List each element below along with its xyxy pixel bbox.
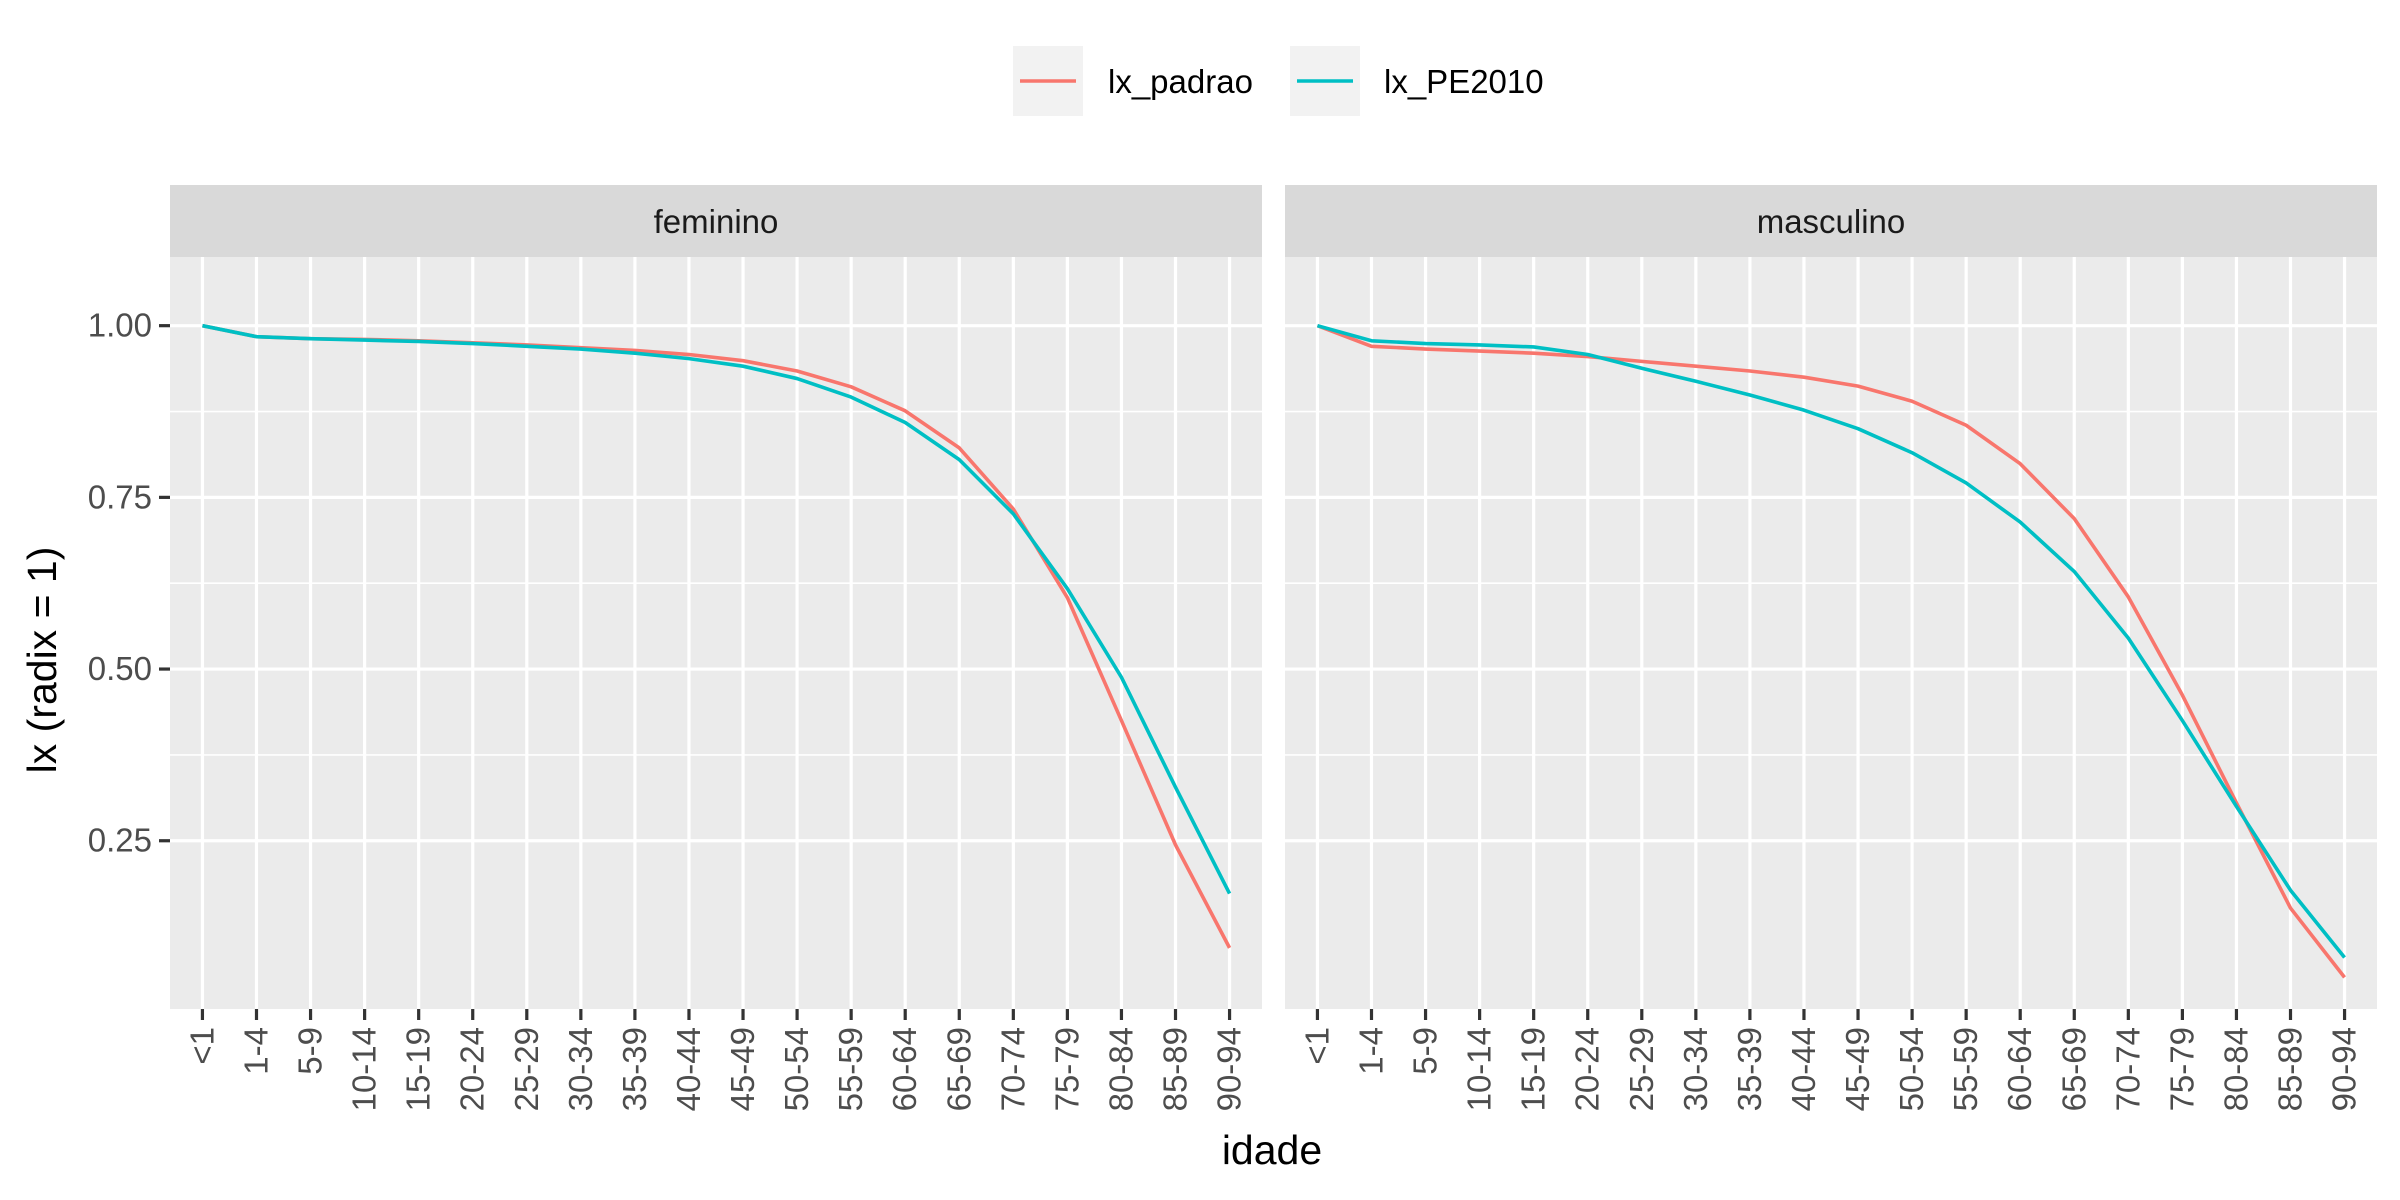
x-tick-label: 85-89 — [2272, 1027, 2309, 1111]
x-tick-label: 60-64 — [886, 1027, 923, 1111]
panel-strip — [170, 185, 1262, 257]
x-tick-label: 55-59 — [832, 1027, 869, 1111]
x-tick-label: 75-79 — [1048, 1027, 1085, 1111]
x-tick-label: 55-59 — [1947, 1027, 1984, 1111]
x-tick-label: 40-44 — [1785, 1027, 1822, 1111]
y-axis-title: lx (radix = 1) — [19, 547, 65, 774]
y-tick-label: 0.50 — [88, 650, 152, 687]
series-line-lx_PE2010 — [202, 323, 1232, 895]
series-line-lx_PE2010 — [1316, 323, 2346, 959]
x-tick-label: 15-19 — [400, 1027, 437, 1111]
y-tick-label: 1.00 — [88, 307, 152, 344]
y-tick-label: 0.75 — [88, 478, 152, 515]
panels: feminino <1 1-4 5-9 10-14 15-19 20-24 25-29 30-3… — [170, 185, 2377, 1111]
x-tick-label: 30-34 — [562, 1027, 599, 1111]
x-tick-label: 80-84 — [1102, 1027, 1139, 1111]
x-tick-label: 20-24 — [454, 1027, 491, 1111]
x-tick-label: 65-69 — [940, 1027, 977, 1111]
x-tick-label: 80-84 — [2217, 1027, 2254, 1111]
x-tick-label: 50-54 — [1893, 1027, 1930, 1111]
x-tick-label: 60-64 — [2001, 1027, 2038, 1111]
x-tick-label: 40-44 — [670, 1027, 707, 1111]
x-tick-label: 10-14 — [346, 1027, 383, 1111]
x-tick-label: 65-69 — [2055, 1027, 2092, 1111]
x-tick-label: 1-4 — [237, 1027, 274, 1075]
x-tick-label: <1 — [183, 1027, 220, 1065]
legend-label: lx_padrao — [1108, 63, 1253, 100]
x-tick-label: 45-49 — [724, 1027, 761, 1111]
y-tick-label: 0.25 — [88, 822, 152, 859]
x-tick-label: 45-49 — [1839, 1027, 1876, 1111]
x-tick-label: 30-34 — [1677, 1027, 1714, 1111]
series-line-lx_padrao — [1316, 323, 2346, 979]
x-tick-label: 15-19 — [1515, 1027, 1552, 1111]
x-tick-label: 5-9 — [292, 1027, 329, 1075]
x-tick-label: 90-94 — [1211, 1027, 1248, 1111]
panel-background — [170, 257, 1262, 1009]
x-tick-label: 5-9 — [1407, 1027, 1444, 1075]
panel-background — [1285, 257, 2377, 1009]
x-tick-label: 90-94 — [2326, 1027, 2363, 1111]
y-axis: 0.25 0.50 0.75 1.00 — [88, 307, 170, 859]
panel-strip — [1285, 185, 2377, 257]
x-tick-label: 10-14 — [1461, 1027, 1498, 1111]
x-tick-label: 25-29 — [508, 1027, 545, 1111]
panel-strip-label: masculino — [1757, 203, 1906, 240]
x-tick-label: 20-24 — [1569, 1027, 1606, 1111]
legend-item-lx_PE2010: lx_PE2010 — [1290, 46, 1544, 116]
legend-item-lx_padrao: lx_padrao — [1013, 46, 1253, 116]
x-tick-label: 70-74 — [2109, 1027, 2146, 1111]
x-tick-label: 50-54 — [778, 1027, 815, 1111]
panel-strip-label: feminino — [654, 203, 779, 240]
x-axis-title: idade — [1222, 1127, 1322, 1173]
x-tick-label: <1 — [1298, 1027, 1335, 1065]
panel-masculino: masculino <1 1-4 5-9 10-14 15-19 20-24 25-29 30-… — [1285, 185, 2377, 1111]
x-tick-label: 75-79 — [2163, 1027, 2200, 1111]
x-tick-label: 85-89 — [1157, 1027, 1194, 1111]
panel-feminino: feminino <1 1-4 5-9 10-14 15-19 20-24 25-29 30-3… — [170, 185, 1262, 1111]
x-tick-label: 25-29 — [1623, 1027, 1660, 1111]
x-tick-label: 35-39 — [1731, 1027, 1768, 1111]
legend-label: lx_PE2010 — [1384, 63, 1544, 100]
legend: lx_padrao lx_PE2010 — [1013, 46, 1544, 116]
x-tick-label: 35-39 — [616, 1027, 653, 1111]
x-tick-label: 70-74 — [994, 1027, 1031, 1111]
x-tick-label: 1-4 — [1352, 1027, 1389, 1075]
